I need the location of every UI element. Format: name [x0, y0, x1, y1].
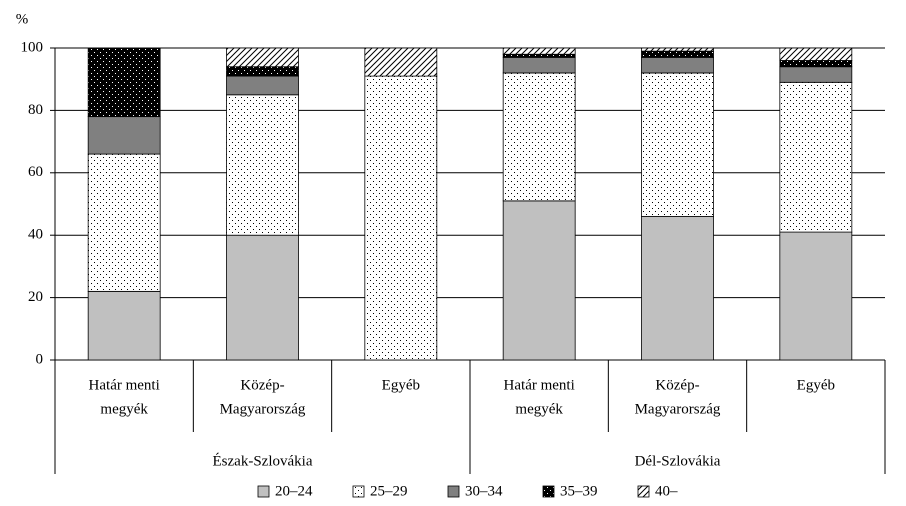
legend-swatch: [352, 485, 365, 498]
bar-segment: [641, 47, 714, 52]
legend-label: 30–34: [465, 483, 503, 499]
legend-label: 35–39: [560, 483, 598, 499]
x-tick-label: Határ menti: [89, 377, 160, 393]
x-tick-label: Egyéb: [382, 377, 420, 393]
bar-segment: [502, 53, 576, 58]
x-tick-label: megyék: [100, 401, 148, 417]
bar-segment: [641, 216, 714, 361]
y-tick-label: 40: [28, 227, 43, 243]
y-tick-label: 0: [36, 351, 44, 367]
legend-swatch: [637, 485, 650, 498]
bar-segment: [502, 72, 576, 202]
y-axis-label: %: [16, 11, 29, 27]
legend-label: 20–24: [275, 483, 313, 499]
bar-segment: [779, 66, 853, 83]
x-tick-label: Egyéb: [797, 377, 835, 393]
x-tick-label: Határ menti: [504, 377, 575, 393]
bar-segment: [641, 50, 714, 58]
bar-segment: [641, 56, 714, 74]
y-tick-label: 100: [21, 39, 44, 55]
x-tick-label: Közép-: [655, 377, 699, 393]
bar-segment: [87, 153, 161, 292]
bar-segment: [641, 72, 714, 217]
legend-label: 40–: [655, 483, 678, 499]
bar-segment: [87, 116, 161, 155]
legend-swatch: [257, 485, 270, 498]
bar-segment: [502, 56, 576, 74]
legend-swatch: [542, 485, 555, 498]
x-tick-label: Közép-: [240, 377, 284, 393]
bar-segment: [226, 75, 299, 96]
x-tick-label: Magyarország: [220, 401, 306, 417]
group-label: Észak-Szlovákia: [213, 452, 313, 469]
bar-segment: [779, 60, 853, 68]
y-tick-label: 60: [28, 164, 43, 180]
legend-swatch: [447, 485, 460, 498]
bar-segment: [502, 47, 576, 55]
bar-segment: [779, 231, 853, 361]
bar-segment: [226, 66, 299, 77]
bar-segment: [364, 47, 438, 77]
x-tick-label: megyék: [515, 401, 563, 417]
bar-segment: [226, 94, 299, 236]
y-tick-label: 20: [28, 289, 43, 305]
x-tick-label: Magyarország: [635, 401, 721, 417]
group-label: Dél-Szlovákia: [635, 453, 721, 469]
bar-segment: [87, 290, 161, 361]
y-tick-label: 80: [28, 102, 43, 118]
bar-segment: [87, 47, 161, 118]
bar-segment: [226, 47, 299, 68]
bar-segment: [226, 234, 299, 361]
bar-segment: [779, 47, 853, 61]
bar-segment: [502, 200, 576, 361]
bar-segment: [364, 75, 438, 361]
bar-segment: [779, 81, 853, 233]
legend-label: 25–29: [370, 483, 408, 499]
